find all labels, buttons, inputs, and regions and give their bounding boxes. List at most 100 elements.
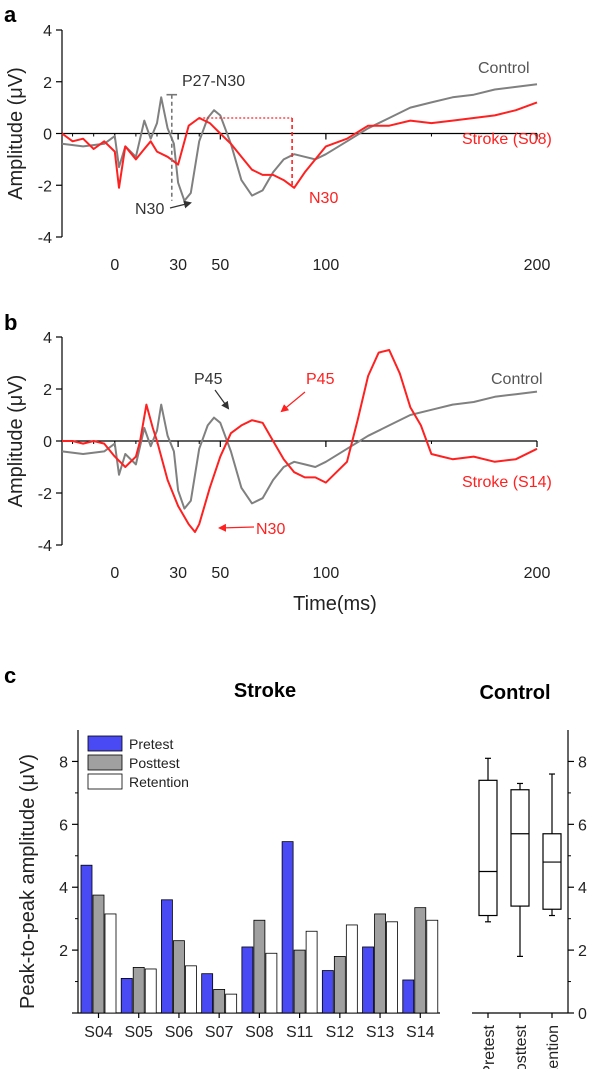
box-iqr-posttest bbox=[510, 789, 530, 907]
panel-c-x-tick-label: S13 bbox=[366, 1024, 395, 1041]
legend-label-retention: Retention bbox=[129, 774, 189, 790]
panel-c-y-tick-label: 2 bbox=[59, 943, 68, 960]
panel-label-a: a bbox=[4, 2, 17, 27]
panel-a-y-axis-label: Amplitude (μV) bbox=[5, 67, 27, 200]
box-iqr-retention bbox=[542, 833, 562, 910]
panel-c-x-tick-label: S04 bbox=[84, 1024, 113, 1041]
bar-retention-s12 bbox=[345, 924, 358, 1014]
panel-a-control-label: Control bbox=[478, 60, 530, 77]
panel-c-x-tick-label: S11 bbox=[286, 1024, 313, 1041]
panel-a-n30-red-label: N30 bbox=[309, 190, 338, 207]
bar-posttest-s04 bbox=[92, 894, 105, 1014]
panel-c-stroke-title: Stroke bbox=[234, 680, 296, 702]
bar-pretest-s05 bbox=[120, 978, 133, 1014]
panel-b-y-tick-label: -4 bbox=[38, 538, 52, 555]
panel-b-p45-grey-label: P45 bbox=[194, 371, 223, 388]
bar-posttest-s13 bbox=[374, 913, 386, 1014]
panel-a-y-tick-label: 2 bbox=[43, 75, 52, 92]
panel-c-x-tick-label: S14 bbox=[406, 1024, 435, 1041]
panel-a-y-tick-label: 0 bbox=[43, 127, 52, 144]
bar-retention-s14 bbox=[426, 919, 439, 1014]
panel-a-n30-grey-label: N30 bbox=[135, 201, 164, 218]
panel-b-n30-arrow bbox=[218, 523, 255, 532]
panel-a-x-tick-label: 0 bbox=[110, 257, 119, 274]
panel-b-series-control bbox=[61, 390, 538, 510]
bar-posttest-s11 bbox=[293, 949, 306, 1014]
bar-pretest-s06 bbox=[161, 899, 173, 1014]
panel-b-x-tick-label: 100 bbox=[313, 565, 340, 582]
bar-retention-s08 bbox=[265, 952, 278, 1014]
panel-a-x-tick-label: 200 bbox=[524, 257, 551, 274]
bar-pretest-s13 bbox=[362, 946, 374, 1014]
box-x-tick-label-posttest: Posttest bbox=[513, 1024, 530, 1069]
panel-a-peak-markers bbox=[166, 93, 293, 201]
box-y-tick-label: 0 bbox=[578, 1006, 587, 1023]
legend-swatch-pretest bbox=[87, 735, 123, 752]
bar-pretest-s04 bbox=[80, 864, 93, 1014]
panel-a-line-chart: -4 -2 0 2 4 0 30 50 100 200 Amplitude (μV) bbox=[5, 23, 550, 274]
legend-label-posttest: Posttest bbox=[129, 755, 180, 771]
panel-c-x-tick-label: S06 bbox=[165, 1024, 194, 1041]
box-iqr-pretest bbox=[478, 779, 498, 917]
panel-b-y-tick-label: -2 bbox=[38, 486, 52, 503]
panel-b-control-label: Control bbox=[491, 371, 543, 388]
box-x-tick-label-pretest: Pretest bbox=[481, 1024, 498, 1069]
panel-a-x-tick-label: 30 bbox=[169, 257, 187, 274]
bar-posttest-s06 bbox=[173, 940, 185, 1014]
panel-b-x-tick-label: 50 bbox=[211, 565, 229, 582]
bar-pretest-s12 bbox=[321, 970, 334, 1014]
panel-b-y-tick-label: 4 bbox=[43, 330, 52, 347]
panel-c-x-tick-label: S07 bbox=[205, 1024, 234, 1041]
bar-retention-s05 bbox=[144, 968, 157, 1014]
panel-b-x-tick-label: 0 bbox=[110, 565, 119, 582]
panel-b-y-tick-label: 2 bbox=[43, 382, 52, 399]
bar-pretest-s11 bbox=[281, 841, 294, 1014]
panel-a-stroke-label: Stroke (S08) bbox=[462, 131, 552, 148]
panel-a-x-tick-label: 100 bbox=[313, 257, 340, 274]
panel-label-c: c bbox=[4, 663, 16, 688]
panel-c-y-axis-label: Peak-to-peak amplitude (μV) bbox=[17, 754, 39, 1009]
panel-c-y-tick-label: 8 bbox=[59, 754, 68, 771]
panel-c-x-tick-label: S05 bbox=[124, 1024, 153, 1041]
legend-swatch-retention bbox=[87, 773, 123, 790]
bar-retention-s07 bbox=[225, 993, 238, 1014]
bar-pretest-s14 bbox=[402, 979, 415, 1014]
panel-c-y-tick-label: 4 bbox=[59, 880, 68, 897]
panel-b-xlabel: Time(ms) bbox=[293, 593, 377, 615]
box-y-tick-label: 8 bbox=[578, 754, 587, 771]
panel-a-x-tick-label: 50 bbox=[211, 257, 229, 274]
bar-pretest-s07 bbox=[201, 973, 214, 1014]
panel-c-control-title: Control bbox=[479, 682, 550, 704]
panel-b-p45-red-label: P45 bbox=[306, 371, 335, 388]
panel-a-y-tick-label: -2 bbox=[38, 178, 52, 195]
bar-retention-s06 bbox=[185, 965, 197, 1014]
bar-posttest-s12 bbox=[333, 956, 346, 1014]
panel-b-line-chart: -4 -2 0 2 4 0 30 50 100 200 Amplitude (μV) bbox=[5, 330, 550, 582]
bar-pretest-s08 bbox=[241, 946, 254, 1014]
bar-posttest-s07 bbox=[213, 989, 226, 1014]
panel-b-series-stroke-s14 bbox=[62, 349, 538, 533]
panel-b-n30-label: N30 bbox=[256, 521, 285, 538]
legend-swatch-posttest bbox=[87, 754, 123, 771]
panel-b-p45-grey-arrow bbox=[214, 389, 230, 410]
panel-c-box-plot: 0 2 4 6 8 Pretest Posttest Retention bbox=[472, 730, 587, 1069]
box-y-tick-label: 6 bbox=[578, 817, 587, 834]
panel-c-y-tick-label: 6 bbox=[59, 817, 68, 834]
bar-retention-s13 bbox=[386, 921, 398, 1014]
box-x-tick-label-retention: Retention bbox=[545, 1025, 562, 1069]
panel-a-p27n30-label: P27-N30 bbox=[182, 73, 245, 90]
panel-a-y-tick-label: -4 bbox=[38, 230, 52, 247]
panel-b-x-tick-label: 30 bbox=[169, 565, 187, 582]
panel-label-b: b bbox=[4, 310, 17, 335]
bar-posttest-s08 bbox=[253, 919, 266, 1014]
panel-b-x-tick-label: 200 bbox=[524, 565, 551, 582]
bar-posttest-s05 bbox=[132, 967, 145, 1014]
panel-a-series-stroke-s08 bbox=[61, 101, 538, 189]
bar-retention-s04 bbox=[104, 913, 117, 1014]
panel-b-p45-red-arrow bbox=[280, 391, 306, 413]
box-y-tick-label: 2 bbox=[578, 943, 587, 960]
box-y-tick-label: 4 bbox=[578, 880, 587, 897]
panel-b-y-tick-label: 0 bbox=[43, 434, 52, 451]
panel-b-stroke-label: Stroke (S14) bbox=[462, 474, 552, 491]
